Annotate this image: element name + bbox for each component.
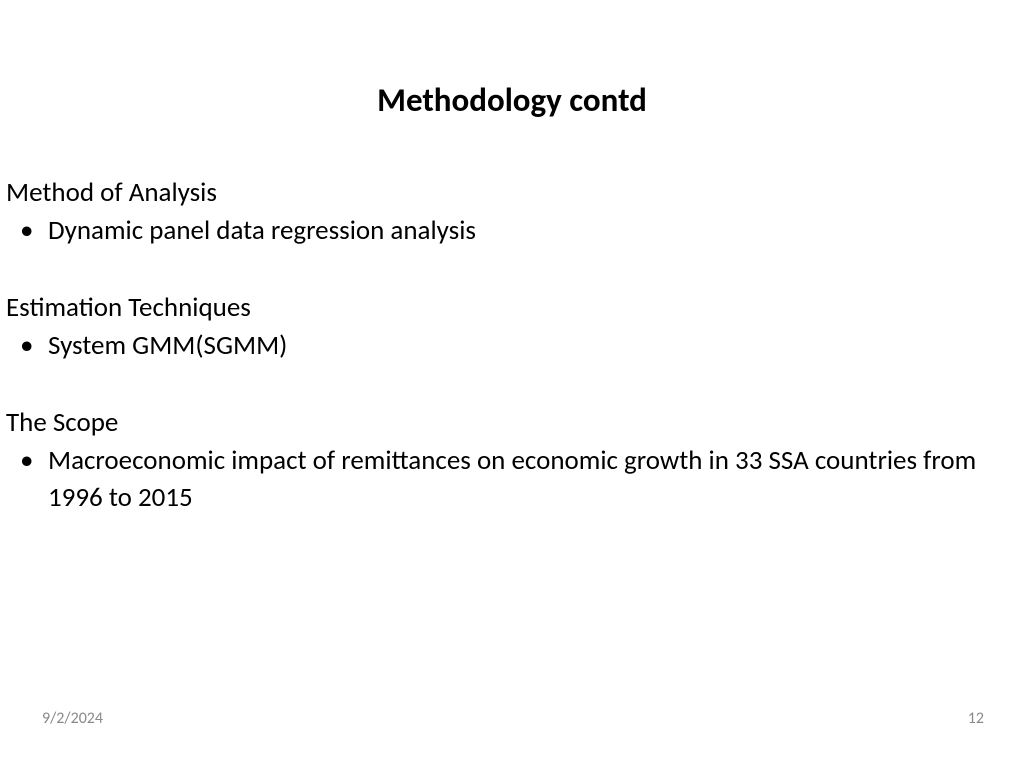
section-heading-estimation: Estimation Techniques [6,290,1018,326]
section-gap [6,250,1018,290]
bullet-list: System GMM(SGMM) [6,328,1018,364]
section-heading-method: Method of Analysis [6,175,1018,211]
section-heading-scope: The Scope [6,405,1018,441]
footer-date: 9/2/2024 [42,709,103,728]
slide: Methodology contd Method of Analysis Dyn… [0,0,1024,768]
footer-page-number: 12 [968,709,984,728]
bullet-item: System GMM(SGMM) [42,328,1018,364]
bullet-item: Dynamic panel data regression analysis [42,213,1018,249]
slide-title: Methodology contd [0,80,1024,120]
slide-body: Method of Analysis Dynamic panel data re… [6,175,1018,516]
bullet-list: Dynamic panel data regression analysis [6,213,1018,249]
section-gap [6,365,1018,405]
bullet-list: Macroeconomic impact of remittances on e… [6,443,1018,516]
bullet-item: Macroeconomic impact of remittances on e… [42,443,1018,516]
